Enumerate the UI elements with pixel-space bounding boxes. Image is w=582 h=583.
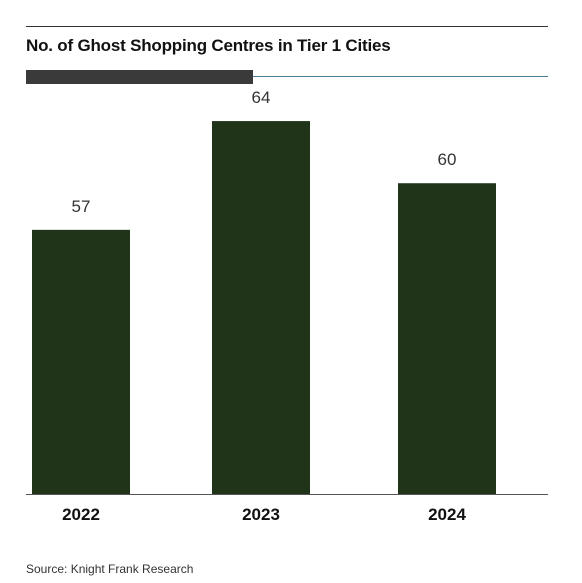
data-labels-group: 57 64 60 bbox=[72, 88, 457, 216]
bar-2022 bbox=[32, 229, 130, 494]
x-tick-label-2024: 2024 bbox=[428, 505, 466, 524]
bars-group bbox=[32, 121, 496, 495]
data-label-2022: 57 bbox=[72, 197, 91, 216]
bar-2023 bbox=[212, 121, 310, 495]
x-tick-label-2023: 2023 bbox=[242, 505, 280, 524]
source-note: Source: Knight Frank Research bbox=[26, 562, 194, 576]
data-label-2023: 64 bbox=[252, 88, 271, 107]
x-tick-label-2022: 2022 bbox=[62, 505, 100, 524]
bar-2024 bbox=[398, 183, 496, 494]
chart-title: No. of Ghost Shopping Centres in Tier 1 … bbox=[26, 36, 391, 55]
title-accent-bar bbox=[26, 70, 253, 84]
data-label-2024: 60 bbox=[438, 150, 457, 169]
top-rule bbox=[26, 26, 548, 27]
title-accent-line bbox=[253, 76, 548, 77]
x-tick-labels-group: 2022 2023 2024 bbox=[62, 505, 466, 524]
